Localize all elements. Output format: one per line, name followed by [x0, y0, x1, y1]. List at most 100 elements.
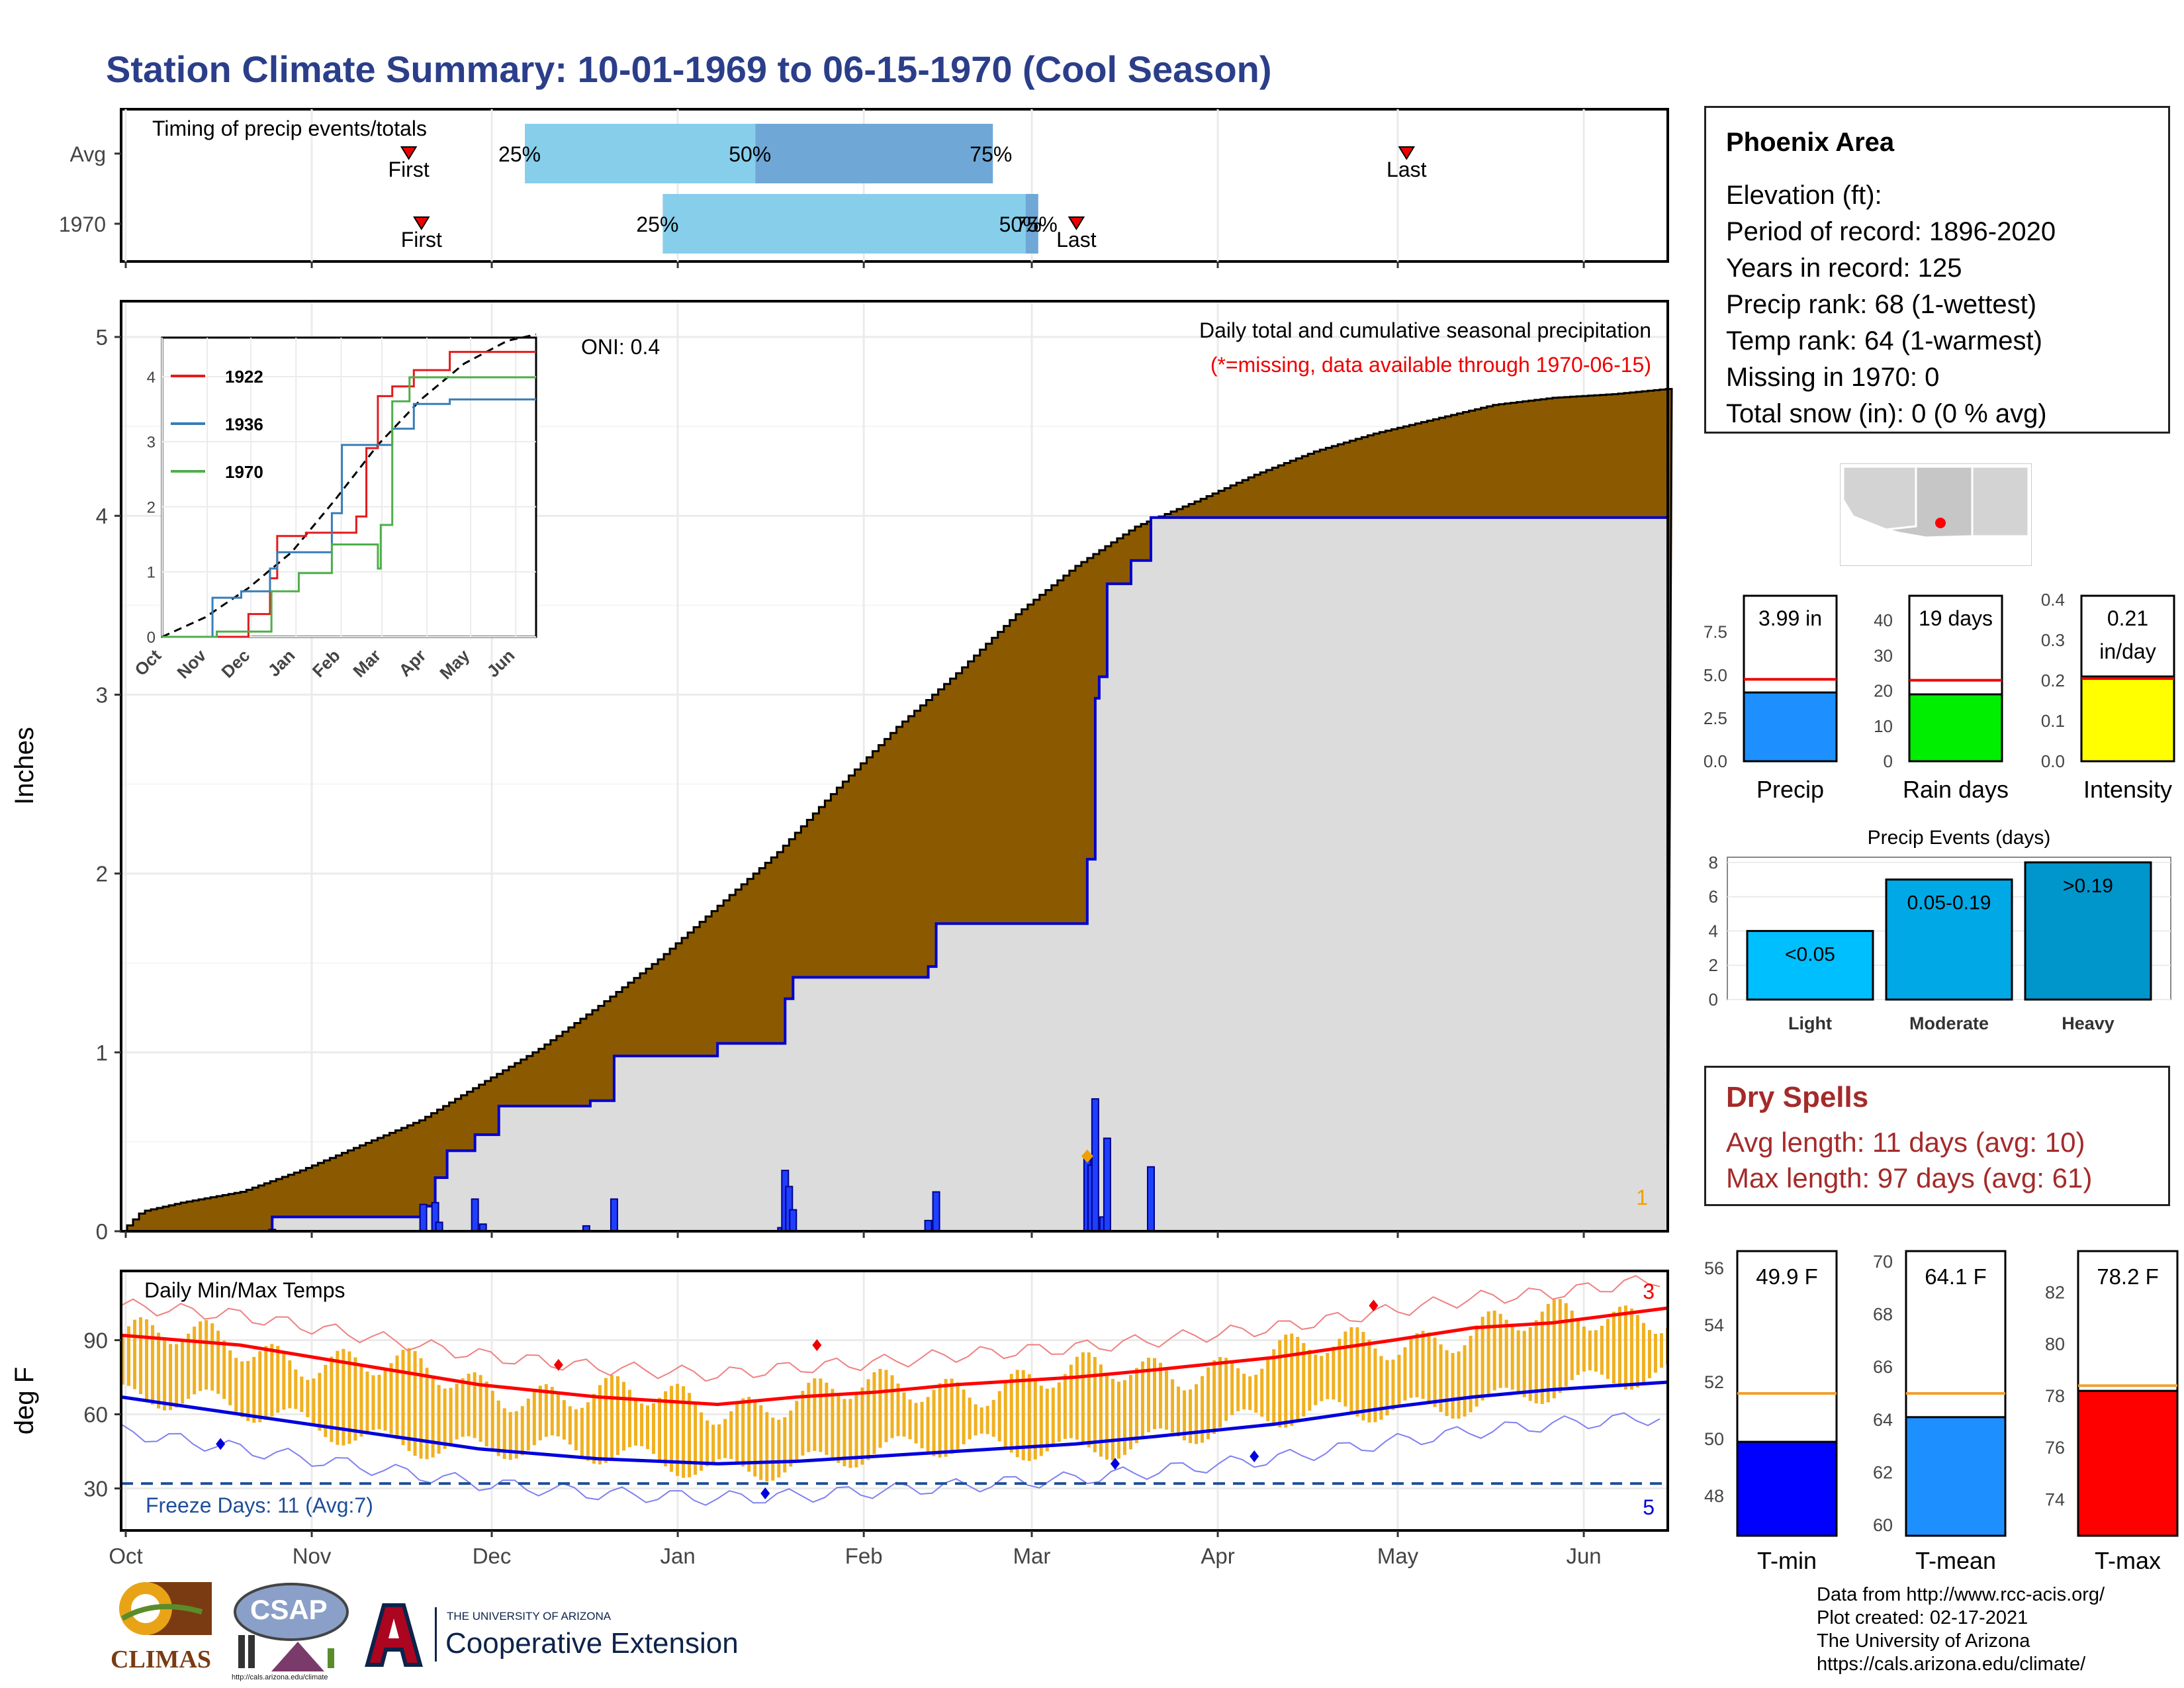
summary-tick-label: 0: [1884, 751, 1893, 771]
daily-temp-range-bar: [133, 1319, 137, 1389]
climas-logo-graphic: [119, 1582, 212, 1635]
daily-temp-range-bar: [151, 1325, 155, 1405]
daily-temp-range-bar: [1588, 1330, 1592, 1371]
daily-temp-range-bar: [276, 1346, 280, 1413]
daily-temp-range-bar: [145, 1319, 149, 1400]
timing-label: Timing of precip events/totals: [152, 117, 427, 140]
daily-temp-range-bar: [735, 1403, 739, 1462]
daily-temp-range-bar: [1033, 1380, 1037, 1460]
timing-box-upper: [755, 124, 993, 183]
credit-line: Data from http://www.rcc-acis.org/: [1817, 1584, 2105, 1605]
ua-logo-divider: [435, 1607, 437, 1662]
daily-temp-range-bar: [682, 1386, 686, 1478]
inset-series-line: [162, 398, 536, 638]
daily-temp-range-bar: [1314, 1354, 1318, 1405]
daily-temp-range-bar: [306, 1380, 310, 1417]
summary-tick-label: 0.3: [2041, 630, 2065, 650]
daily-temp-range-bar: [1582, 1326, 1586, 1372]
missing-count: 1: [1636, 1186, 1648, 1209]
daily-temp-range-bar: [246, 1360, 250, 1421]
daily-temp-range-bar: [1099, 1364, 1103, 1457]
daily-precip-bar: [471, 1198, 479, 1232]
daily-temp-range-bar: [1308, 1350, 1312, 1411]
first-event-label: First: [388, 158, 430, 181]
daily-temp-range-bar: [1302, 1342, 1306, 1417]
daily-precip-bar: [932, 1191, 940, 1233]
event-category-label: Heavy: [2062, 1013, 2115, 1033]
daily-temp-range-bar: [956, 1382, 960, 1450]
daily-temp-range-bar: [532, 1391, 536, 1446]
daily-temp-range-bar: [717, 1424, 721, 1460]
daily-temp-range-bar: [914, 1403, 918, 1444]
event-bar-label: >0.19: [2063, 875, 2113, 897]
daily-temp-range-bar: [1248, 1376, 1252, 1411]
summary-tick-label: 5.0: [1704, 665, 1727, 685]
climas-logo-text: CLIMAS: [111, 1646, 212, 1673]
daily-temp-range-bar: [1534, 1320, 1538, 1404]
record-low-marker: [760, 1487, 770, 1499]
daily-temp-range-bar: [318, 1372, 322, 1431]
daily-temp-range-bar: [1492, 1310, 1496, 1391]
timing-box-lower: [525, 124, 756, 183]
daily-temp-range-bar: [598, 1385, 602, 1465]
daily-temp-range-bar: [1128, 1375, 1132, 1450]
daily-temp-range-bar: [1623, 1305, 1627, 1390]
daily-temp-range-bar: [819, 1378, 823, 1452]
daily-temp-range-bar: [240, 1361, 244, 1417]
daily-temp-range-bar: [837, 1395, 841, 1463]
daily-temp-range-bar: [944, 1379, 948, 1457]
daily-temp-range-bar: [1629, 1308, 1633, 1390]
temp-summary-tick-label: 78: [2045, 1386, 2065, 1406]
daily-temp-range-bar: [1373, 1348, 1377, 1423]
cumulative-observed-line: [121, 516, 1668, 1233]
daily-temp-range-bar: [962, 1389, 966, 1444]
daily-temp-range-bar: [205, 1320, 208, 1390]
daily-temp-range-bar: [646, 1405, 650, 1450]
precip-events-chart: Precip Events (days) 0 2 4 6 8 <0.05 Light 0.05-…: [1709, 827, 2171, 1033]
daily-temp-range-bar: [461, 1378, 465, 1437]
daily-temp-range-bar: [1230, 1362, 1234, 1415]
summary-tick-label: 30: [1874, 645, 1893, 665]
month-label: Jun: [1566, 1544, 1601, 1568]
daily-temp-range-bar: [1397, 1354, 1401, 1405]
daily-temp-range-bar: [789, 1410, 793, 1467]
month-label: Nov: [293, 1544, 332, 1568]
daily-temp-range-bar: [508, 1412, 512, 1460]
location-map: [1840, 463, 2032, 566]
summary-value-label: 19 days: [1919, 606, 1993, 630]
daily-temp-range-bar: [181, 1340, 185, 1404]
daily-temp-range-bar: [700, 1412, 704, 1471]
daily-temp-range-bar: [842, 1399, 846, 1466]
daily-temp-range-bar: [1296, 1336, 1300, 1422]
daily-temp-range-bar: [610, 1374, 614, 1460]
temp-value-bar: [1736, 1440, 1838, 1537]
record-low-marker: [216, 1438, 226, 1450]
daily-temp-range-bar: [1361, 1331, 1365, 1421]
record-high-marker: [812, 1339, 822, 1351]
temp-y-tick-label: 90: [83, 1329, 108, 1353]
csap-logo-text: CSAP: [250, 1594, 328, 1625]
daily-precip-bar: [610, 1198, 618, 1232]
daily-temp-range-bar: [270, 1344, 274, 1417]
summary-tick-label: 2.5: [1704, 708, 1727, 728]
daily-temp-range-bar: [1486, 1311, 1490, 1395]
timing-box-upper: [1025, 194, 1038, 254]
first-event-marker: [400, 146, 418, 160]
station-name: Phoenix Area: [1726, 128, 1895, 157]
daily-temp-range-bar: [640, 1403, 644, 1446]
daily-temp-range-bar: [526, 1398, 530, 1451]
temp-summary-tick-label: 60: [1873, 1515, 1893, 1535]
daily-temp-range-bar: [1504, 1319, 1508, 1388]
record-max-line: [120, 1275, 1661, 1382]
events-tick-label: 8: [1709, 853, 1718, 872]
daily-temp-range-bar: [813, 1378, 817, 1451]
record-low-count: 5: [1643, 1495, 1655, 1519]
daily-temp-range-bar: [1134, 1368, 1138, 1444]
daily-temp-range-bar: [1457, 1351, 1461, 1419]
event-bar: [2024, 861, 2152, 1001]
daily-temp-range-bar: [1355, 1327, 1359, 1417]
daily-temp-range-bar: [795, 1401, 799, 1461]
timing-q75-label: 75%: [970, 142, 1012, 166]
daily-temp-range-bar: [1552, 1299, 1556, 1399]
inset-legend-label: 1922: [225, 367, 263, 387]
